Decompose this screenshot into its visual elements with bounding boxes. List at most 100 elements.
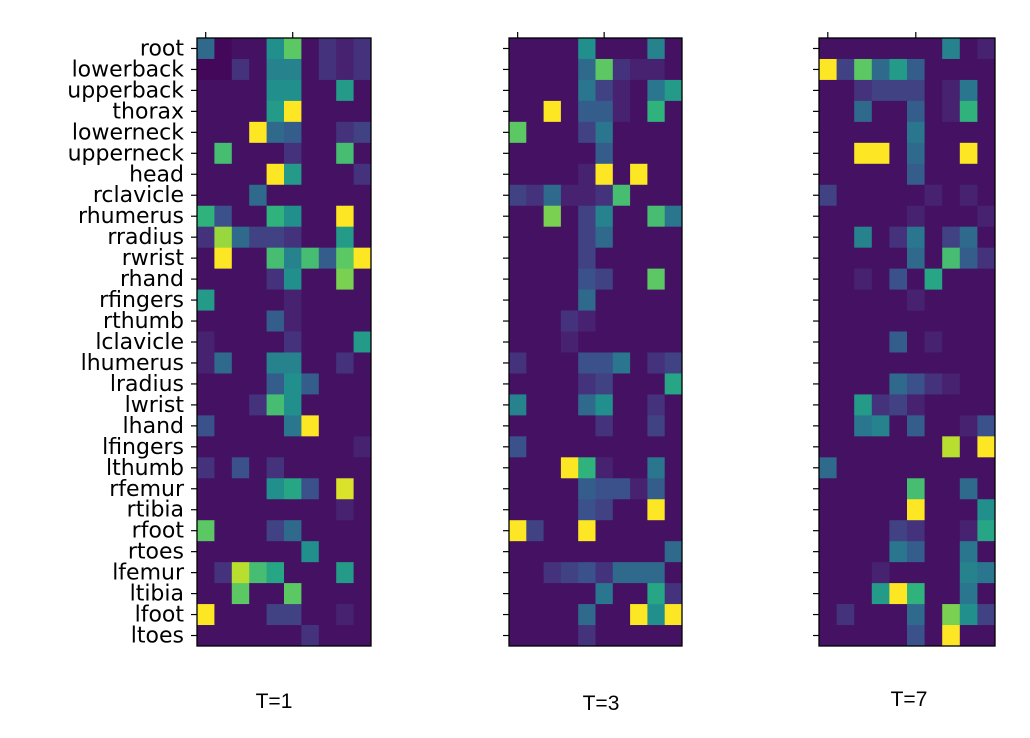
heatmap-cell [924, 331, 943, 353]
heatmap-cell [854, 499, 873, 521]
heatmap-cell [543, 268, 562, 290]
heatmap-cell [647, 38, 666, 60]
heatmap-cell [612, 457, 631, 479]
heatmap-cell [907, 163, 925, 186]
heatmap-cell [889, 38, 908, 60]
heatmap-cell [509, 205, 527, 228]
heatmap-cell [664, 520, 683, 542]
heatmap-cell [836, 289, 855, 311]
heatmap-cell [854, 226, 873, 249]
heatmap-cell [907, 625, 925, 647]
heatmap-cell [819, 583, 837, 605]
heatmap-cell [301, 226, 320, 249]
heatmap-cell [336, 247, 354, 270]
heatmap-cell [907, 142, 925, 165]
heatmap-cell [647, 604, 666, 626]
heatmap-cell [612, 121, 631, 144]
heatmap-cell [318, 100, 337, 123]
heatmap-cell [284, 415, 302, 437]
row-label-root: root [140, 36, 184, 61]
heatmap-cell [595, 373, 614, 395]
heatmap-cell [526, 394, 544, 416]
heatmap-cell [854, 415, 873, 437]
heatmap-cell [942, 205, 961, 228]
heatmap-cell [647, 625, 666, 647]
heatmap-cell [942, 226, 961, 249]
heatmap-cell [977, 499, 996, 521]
heatmap-cell [889, 331, 908, 353]
heatmap-cell [560, 142, 579, 165]
heatmap-cell [560, 184, 579, 207]
heatmap-cell [647, 541, 666, 563]
heatmap-cell [819, 310, 837, 332]
heatmap-cell [854, 352, 873, 374]
panel-title-t3: T=3 [583, 692, 620, 715]
heatmap-cell [595, 520, 614, 542]
heatmap-cell [647, 394, 666, 416]
heatmap-cell [664, 226, 683, 249]
heatmap-cell [612, 352, 631, 374]
heatmap-cell [819, 415, 837, 437]
heatmap-cell [612, 373, 631, 395]
heatmap-cell [942, 79, 961, 102]
heatmap-cell [889, 58, 908, 81]
heatmap-cell [854, 38, 873, 60]
heatmap-cell [630, 415, 648, 437]
heatmap-cell [526, 562, 544, 584]
heatmap-cell [647, 415, 666, 437]
heatmap-cell [664, 121, 683, 144]
heatmap-cell [977, 58, 996, 81]
heatmap-cell [647, 121, 666, 144]
heatmap-cell [664, 268, 683, 290]
heatmap-cell [318, 373, 337, 395]
heatmap-cell [942, 38, 961, 60]
heatmap-cell [266, 520, 285, 542]
row-label-rclavicle: rclavicle [93, 183, 184, 208]
heatmap-cell [942, 520, 961, 542]
heatmap-cell [249, 352, 267, 374]
heatmap-cell [578, 625, 596, 647]
heatmap-cell [889, 562, 908, 584]
heatmap-cell [336, 520, 354, 542]
heatmap-cell [871, 541, 890, 563]
heatmap-cell [595, 121, 614, 144]
heatmap-cell [924, 142, 943, 165]
heatmap-cell [871, 247, 890, 270]
heatmap-cell [249, 583, 267, 605]
heatmap-cell [819, 79, 837, 102]
heatmap-cell [836, 373, 855, 395]
heatmap-cell [231, 121, 250, 144]
heatmap-cell [301, 184, 320, 207]
heatmap-cell [266, 100, 285, 123]
heatmap-cell [871, 415, 890, 437]
heatmap-cell [942, 457, 961, 479]
heatmap-cell [977, 79, 996, 102]
heatmap-cell [647, 520, 666, 542]
heatmap-cell [197, 625, 215, 647]
heatmap-cell [977, 478, 996, 500]
heatmap-cell [560, 373, 579, 395]
heatmap-cell [509, 58, 527, 81]
heatmap-cell [336, 184, 354, 207]
heatmap-cell [197, 247, 215, 270]
heatmap-cell [301, 499, 320, 521]
heatmap-cell [871, 205, 890, 228]
heatmap-cell [197, 79, 215, 102]
heatmap-cell [214, 58, 233, 81]
heatmap-cell [578, 79, 596, 102]
row-labels: rootlowerbackupperbackthoraxlowerneckupp… [67, 36, 185, 648]
heatmap-cell [977, 310, 996, 332]
heatmap-cell [301, 163, 320, 186]
heatmap-cell [266, 268, 285, 290]
heatmap-cell [871, 436, 890, 458]
heatmap-cell [907, 331, 925, 353]
heatmap-cell [907, 205, 925, 228]
heatmap-cell [959, 100, 978, 123]
heatmap-cell [231, 625, 250, 647]
heatmap-cell [889, 79, 908, 102]
heatmap-cell [318, 436, 337, 458]
heatmap-cell [924, 541, 943, 563]
heatmap-cell [871, 394, 890, 416]
heatmap-cell [612, 625, 631, 647]
heatmap-cell [854, 457, 873, 479]
